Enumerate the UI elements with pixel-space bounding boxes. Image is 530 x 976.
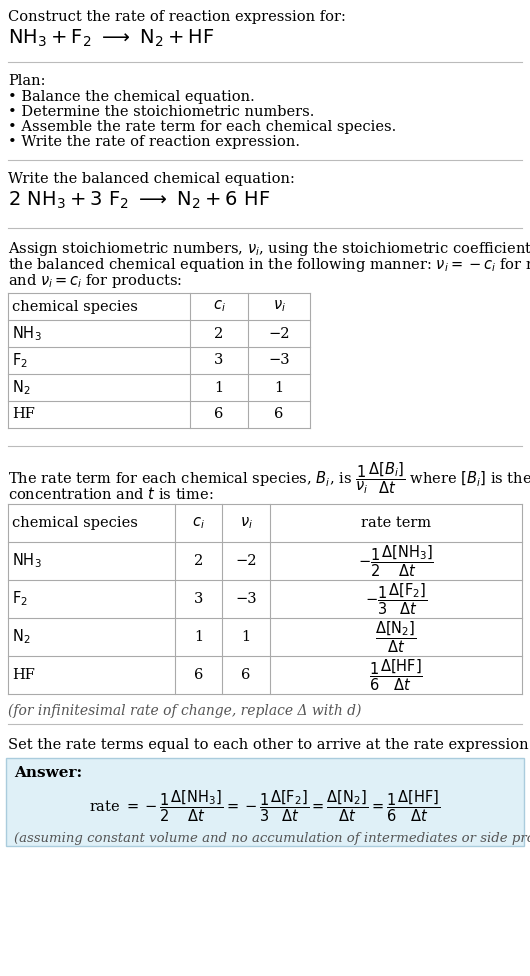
Text: • Balance the chemical equation.: • Balance the chemical equation.	[8, 90, 255, 104]
Text: $\nu_i$: $\nu_i$	[240, 515, 252, 531]
Text: $\mathrm{N_2}$: $\mathrm{N_2}$	[12, 628, 31, 646]
Text: 1: 1	[275, 381, 284, 394]
Text: 1: 1	[215, 381, 224, 394]
Text: $\dfrac{1}{6}\dfrac{\Delta[\mathrm{HF}]}{\Delta t}$: $\dfrac{1}{6}\dfrac{\Delta[\mathrm{HF}]}…	[369, 657, 423, 693]
Text: The rate term for each chemical species, $B_i$, is $\dfrac{1}{\nu_i}\dfrac{\Delt: The rate term for each chemical species,…	[8, 460, 530, 496]
Text: $\mathrm{NH_3}$: $\mathrm{NH_3}$	[12, 551, 42, 570]
Text: (assuming constant volume and no accumulation of intermediates or side products): (assuming constant volume and no accumul…	[14, 832, 530, 845]
Text: $-\dfrac{1}{3}\dfrac{\Delta[\mathrm{F_2}]}{\Delta t}$: $-\dfrac{1}{3}\dfrac{\Delta[\mathrm{F_2}…	[365, 582, 427, 617]
Text: $c_i$: $c_i$	[213, 299, 225, 314]
Text: Answer:: Answer:	[14, 766, 82, 780]
Text: HF: HF	[12, 668, 35, 682]
Text: 2: 2	[194, 554, 203, 568]
Text: 3: 3	[214, 353, 224, 368]
Text: 1: 1	[242, 630, 251, 644]
Text: rate term: rate term	[361, 516, 431, 530]
Text: 2: 2	[214, 327, 224, 341]
Text: −2: −2	[268, 327, 290, 341]
Text: 6: 6	[194, 668, 203, 682]
Text: chemical species: chemical species	[12, 300, 138, 313]
Text: $\dfrac{\Delta[\mathrm{N_2}]}{\Delta t}$: $\dfrac{\Delta[\mathrm{N_2}]}{\Delta t}$	[375, 619, 417, 655]
Text: $\mathrm{NH_3 + F_2 \ \longrightarrow \ N_2 + HF}$: $\mathrm{NH_3 + F_2 \ \longrightarrow \ …	[8, 28, 214, 50]
Text: −2: −2	[235, 554, 257, 568]
Text: chemical species: chemical species	[12, 516, 138, 530]
Text: $c_i$: $c_i$	[192, 515, 205, 531]
Text: Plan:: Plan:	[8, 74, 46, 88]
Text: −3: −3	[235, 592, 257, 606]
Text: $\mathrm{F_2}$: $\mathrm{F_2}$	[12, 351, 28, 370]
FancyBboxPatch shape	[6, 758, 524, 846]
Text: 6: 6	[241, 668, 251, 682]
Text: rate $= -\dfrac{1}{2}\dfrac{\Delta[\mathrm{NH_3}]}{\Delta t} = -\dfrac{1}{3}\dfr: rate $= -\dfrac{1}{2}\dfrac{\Delta[\math…	[90, 788, 440, 824]
Text: $\mathrm{NH_3}$: $\mathrm{NH_3}$	[12, 324, 42, 343]
Text: 6: 6	[214, 408, 224, 422]
Text: concentration and $t$ is time:: concentration and $t$ is time:	[8, 486, 214, 502]
Text: 1: 1	[194, 630, 203, 644]
Text: Construct the rate of reaction expression for:: Construct the rate of reaction expressio…	[8, 10, 346, 24]
Text: the balanced chemical equation in the following manner: $\nu_i = -c_i$ for react: the balanced chemical equation in the fo…	[8, 256, 530, 274]
Text: 3: 3	[194, 592, 203, 606]
Text: $-\dfrac{1}{2}\dfrac{\Delta[\mathrm{NH_3}]}{\Delta t}$: $-\dfrac{1}{2}\dfrac{\Delta[\mathrm{NH_3…	[358, 544, 434, 579]
Text: • Write the rate of reaction expression.: • Write the rate of reaction expression.	[8, 135, 300, 149]
Text: Set the rate terms equal to each other to arrive at the rate expression:: Set the rate terms equal to each other t…	[8, 738, 530, 752]
Text: • Determine the stoichiometric numbers.: • Determine the stoichiometric numbers.	[8, 105, 314, 119]
Text: and $\nu_i = c_i$ for products:: and $\nu_i = c_i$ for products:	[8, 272, 182, 290]
Text: $\mathrm{2\ NH_3 + 3\ F_2 \ \longrightarrow \ N_2 + 6\ HF}$: $\mathrm{2\ NH_3 + 3\ F_2 \ \longrightar…	[8, 190, 270, 211]
Text: • Assemble the rate term for each chemical species.: • Assemble the rate term for each chemic…	[8, 120, 396, 134]
Text: HF: HF	[12, 408, 35, 422]
Text: Assign stoichiometric numbers, $\nu_i$, using the stoichiometric coefficients, $: Assign stoichiometric numbers, $\nu_i$, …	[8, 240, 530, 258]
Text: 6: 6	[275, 408, 284, 422]
Text: (for infinitesimal rate of change, replace Δ with d): (for infinitesimal rate of change, repla…	[8, 704, 361, 718]
Text: $\nu_i$: $\nu_i$	[272, 299, 286, 314]
Text: Write the balanced chemical equation:: Write the balanced chemical equation:	[8, 172, 295, 186]
Text: $\mathrm{F_2}$: $\mathrm{F_2}$	[12, 590, 28, 608]
Text: $\mathrm{N_2}$: $\mathrm{N_2}$	[12, 378, 31, 397]
Text: −3: −3	[268, 353, 290, 368]
